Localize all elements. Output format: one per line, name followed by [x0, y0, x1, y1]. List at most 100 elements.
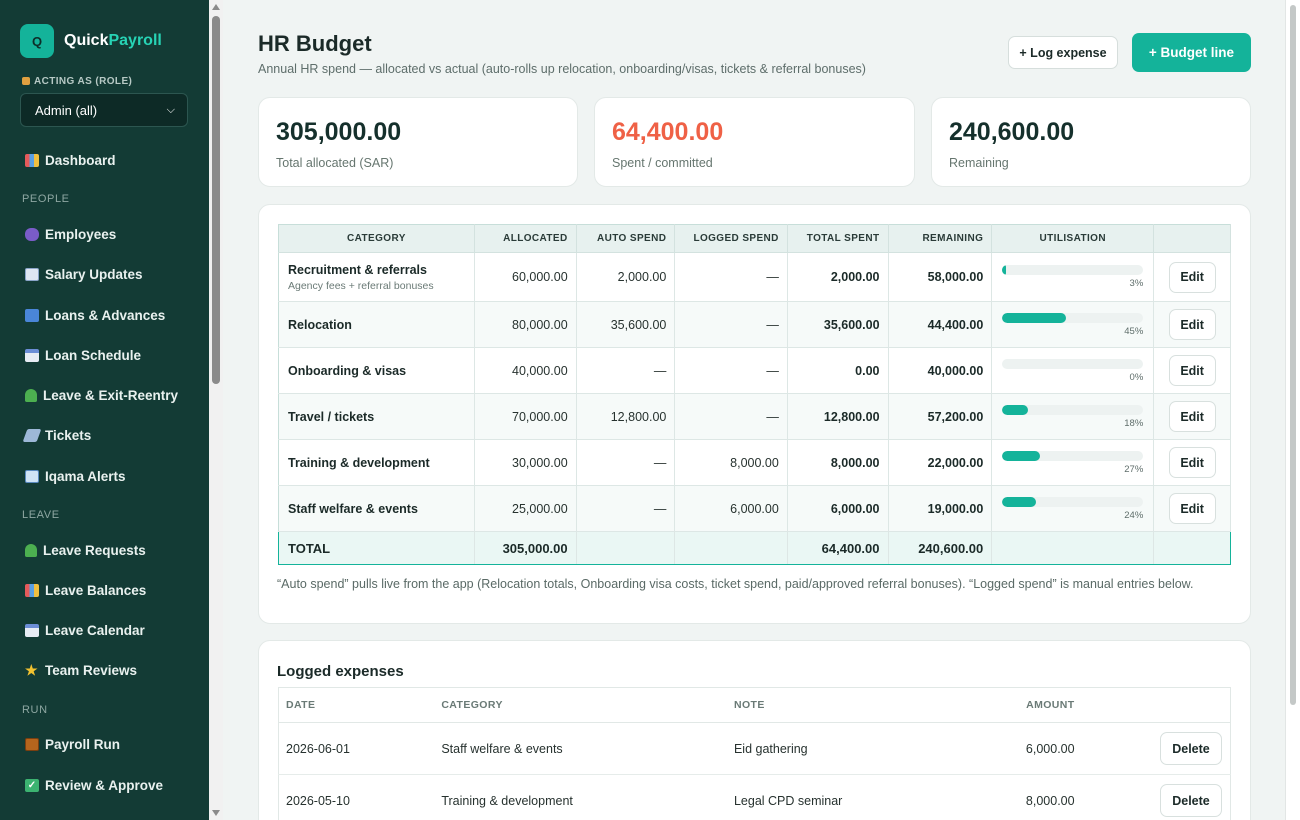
col-date: DATE	[278, 687, 435, 723]
budget-row: Onboarding & visas 40,000.00— —0.00 40,000.…	[278, 347, 1231, 394]
budget-allocated: 40,000.00	[474, 347, 577, 394]
expenses-table: DATE CATEGORY NOTE AMOUNT 2026-06-01 Staf…	[278, 687, 1231, 820]
page-title: HR Budget	[258, 31, 372, 56]
nav-review-approve[interactable]: ✓ Review & Approve	[25, 775, 163, 795]
col-category: CATEGORY	[278, 224, 475, 253]
expense-row: 2026-05-10 Training & development Legal CP…	[278, 774, 1231, 820]
nav-dashboard[interactable]: Dashboard	[25, 150, 116, 170]
abacus-icon	[25, 737, 39, 751]
total-spent: 64,400.00	[787, 531, 889, 565]
expense-category: Staff welfare & events	[434, 722, 727, 775]
edit-button[interactable]: Edit	[1168, 493, 1216, 524]
col-actions	[1153, 224, 1231, 253]
scroll-down-arrow-icon[interactable]	[212, 810, 220, 816]
nav-payroll-run[interactable]: Payroll Run	[25, 734, 120, 754]
utilisation-percent: 24%	[1124, 509, 1144, 521]
nav-loan-schedule[interactable]: Loan Schedule	[25, 345, 141, 365]
budget-logged-spend: —	[674, 301, 788, 348]
col-note: NOTE	[726, 687, 943, 723]
delete-button[interactable]: Delete	[1160, 784, 1222, 817]
budget-category-sub: Agency fees + referral bonuses	[288, 279, 434, 292]
total-label: TOTAL	[278, 531, 475, 565]
budget-category: Onboarding & visas	[278, 347, 475, 394]
edit-button[interactable]: Edit	[1168, 261, 1216, 293]
utilisation-cell: 18%	[991, 393, 1155, 440]
col-logged-spend: LOGGED SPEND	[674, 224, 788, 253]
role-select[interactable]: Admin (all) ⌵	[20, 93, 188, 127]
edit-button[interactable]: Edit	[1168, 447, 1216, 478]
budget-row: Relocation 80,000.00 35,600.00—35,600.00 44…	[278, 301, 1231, 348]
budget-total-spent: 8,000.00	[787, 439, 889, 486]
stat-card-spent: 64,400.00 Spent / committed	[594, 97, 915, 187]
nav-section-leave: LEAVE	[22, 509, 60, 521]
role-label: ACTING AS (ROLE)	[22, 76, 132, 87]
utilisation-cell: 24%	[991, 485, 1155, 532]
role-icon	[22, 77, 30, 85]
total-remaining: 240,600.00	[888, 531, 993, 565]
nav-loans-advances[interactable]: Loans & Advances	[25, 305, 165, 325]
nav-leave-requests[interactable]: Leave Requests	[25, 540, 146, 560]
expense-row: 2026-06-01 Staff welfare & events Eid gath…	[278, 722, 1231, 775]
edit-button[interactable]: Edit	[1168, 355, 1216, 386]
calendar-icon	[25, 348, 39, 362]
page-scroll-thumb[interactable]	[1290, 5, 1296, 705]
nav-team-reviews[interactable]: ★ Team Reviews	[25, 661, 138, 678]
budget-remaining: 58,000.00	[888, 252, 993, 302]
calendar-icon	[25, 623, 39, 637]
budget-row: Staff welfare & events 25,000.00—6,000.00…	[278, 485, 1231, 532]
stat-card-allocated: 305,000.00 Total allocated (SAR)	[258, 97, 578, 187]
nav-section-run: RUN	[22, 704, 48, 716]
edit-button[interactable]: Edit	[1168, 309, 1216, 340]
utilisation-bar	[1002, 404, 1144, 415]
nav-iqama-alerts[interactable]: Iqama Alerts	[25, 466, 126, 486]
app-name-part2: Payroll	[108, 32, 162, 49]
edit-button[interactable]: Edit	[1168, 401, 1216, 432]
total-actions	[1153, 531, 1231, 565]
scroll-up-arrow-icon[interactable]	[212, 4, 220, 10]
utilisation-bar	[1002, 496, 1144, 507]
nav-tickets[interactable]: Tickets	[22, 425, 91, 445]
id-card-icon	[25, 469, 39, 483]
utilisation-bar	[1002, 312, 1144, 323]
nav-leave-calendar[interactable]: Leave Calendar	[25, 620, 145, 640]
delete-button[interactable]: Delete	[1160, 732, 1222, 765]
page-scrollbar[interactable]	[1285, 0, 1300, 820]
nav-leave-exit[interactable]: Leave & Exit-Reentry	[25, 385, 178, 405]
budget-actions: Edit	[1153, 347, 1231, 394]
sidebar-scrollbar[interactable]	[209, 0, 223, 820]
col-expense-actions	[1081, 687, 1231, 723]
page-subtitle: Annual HR spend — allocated vs actual (a…	[258, 62, 866, 76]
sidebar: Q QuickPayroll ACTING AS (ROLE) Admin (a…	[0, 0, 209, 820]
log-expense-button[interactable]: + Log expense	[1008, 36, 1118, 69]
nav-salary-updates[interactable]: Salary Updates	[25, 264, 143, 284]
chevron-down-icon: ⌵	[166, 103, 175, 116]
budget-category: Recruitment & referrals Agency fees + ref…	[278, 252, 475, 302]
stat-allocated-value: 305,000.00	[276, 118, 402, 146]
budget-remaining: 22,000.00	[888, 439, 993, 486]
total-utilisation	[991, 531, 1155, 565]
budget-auto-spend: —	[576, 439, 676, 486]
budget-actions: Edit	[1153, 439, 1231, 486]
budget-allocated: 60,000.00	[474, 252, 577, 302]
budget-actions: Edit	[1153, 252, 1231, 302]
utilisation-fill	[1002, 312, 1066, 323]
budget-allocated: 30,000.00	[474, 439, 577, 486]
expense-amount: 6,000.00	[942, 722, 1082, 775]
utilisation-percent: 27%	[1124, 463, 1144, 475]
scroll-thumb[interactable]	[212, 16, 220, 384]
budget-allocated: 80,000.00	[474, 301, 577, 348]
nav-leave-balances[interactable]: Leave Balances	[25, 580, 146, 600]
col-remaining: REMAINING	[888, 224, 993, 253]
utilisation-percent: 3%	[1129, 278, 1144, 289]
budget-auto-spend: —	[576, 347, 676, 394]
budget-category: Relocation	[278, 301, 475, 348]
add-budget-line-button[interactable]: + Budget line	[1132, 33, 1251, 72]
expense-actions: Delete	[1081, 774, 1231, 820]
brand[interactable]: Q QuickPayroll	[20, 24, 162, 58]
card-icon	[25, 308, 39, 322]
check-icon: ✓	[25, 778, 39, 792]
budget-remaining: 40,000.00	[888, 347, 993, 394]
nav-employees[interactable]: Employees	[25, 224, 116, 244]
people-icon	[25, 227, 39, 241]
utilisation-fill	[1002, 265, 1007, 275]
